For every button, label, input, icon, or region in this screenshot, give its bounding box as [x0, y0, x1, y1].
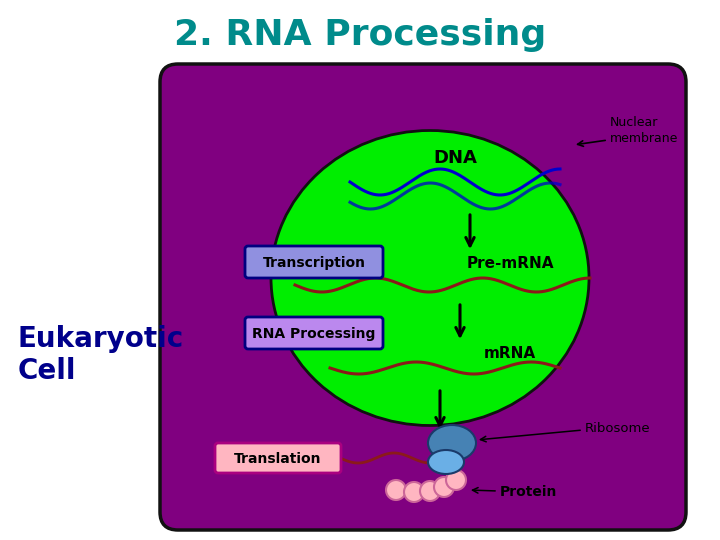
Text: RNA Processing: RNA Processing	[252, 327, 376, 341]
Circle shape	[404, 482, 424, 502]
Circle shape	[434, 477, 454, 497]
Ellipse shape	[428, 425, 476, 461]
Text: Ribosome: Ribosome	[585, 422, 651, 435]
Text: 2. RNA Processing: 2. RNA Processing	[174, 18, 546, 52]
FancyBboxPatch shape	[215, 443, 341, 473]
Text: Protein: Protein	[500, 485, 557, 499]
Text: Nuclear
membrane: Nuclear membrane	[610, 116, 678, 145]
Circle shape	[386, 480, 406, 500]
Circle shape	[446, 470, 466, 490]
Text: Translation: Translation	[234, 452, 322, 466]
Ellipse shape	[271, 131, 589, 426]
Text: Transcription: Transcription	[263, 256, 366, 270]
FancyBboxPatch shape	[245, 317, 383, 349]
Ellipse shape	[428, 450, 464, 474]
Text: mRNA: mRNA	[484, 346, 536, 361]
FancyBboxPatch shape	[245, 246, 383, 278]
Circle shape	[420, 481, 440, 501]
Text: Pre-mRNA: Pre-mRNA	[467, 255, 554, 271]
Text: DNA: DNA	[433, 149, 477, 167]
Text: Eukaryotic
Cell: Eukaryotic Cell	[18, 325, 184, 385]
FancyBboxPatch shape	[160, 64, 686, 530]
